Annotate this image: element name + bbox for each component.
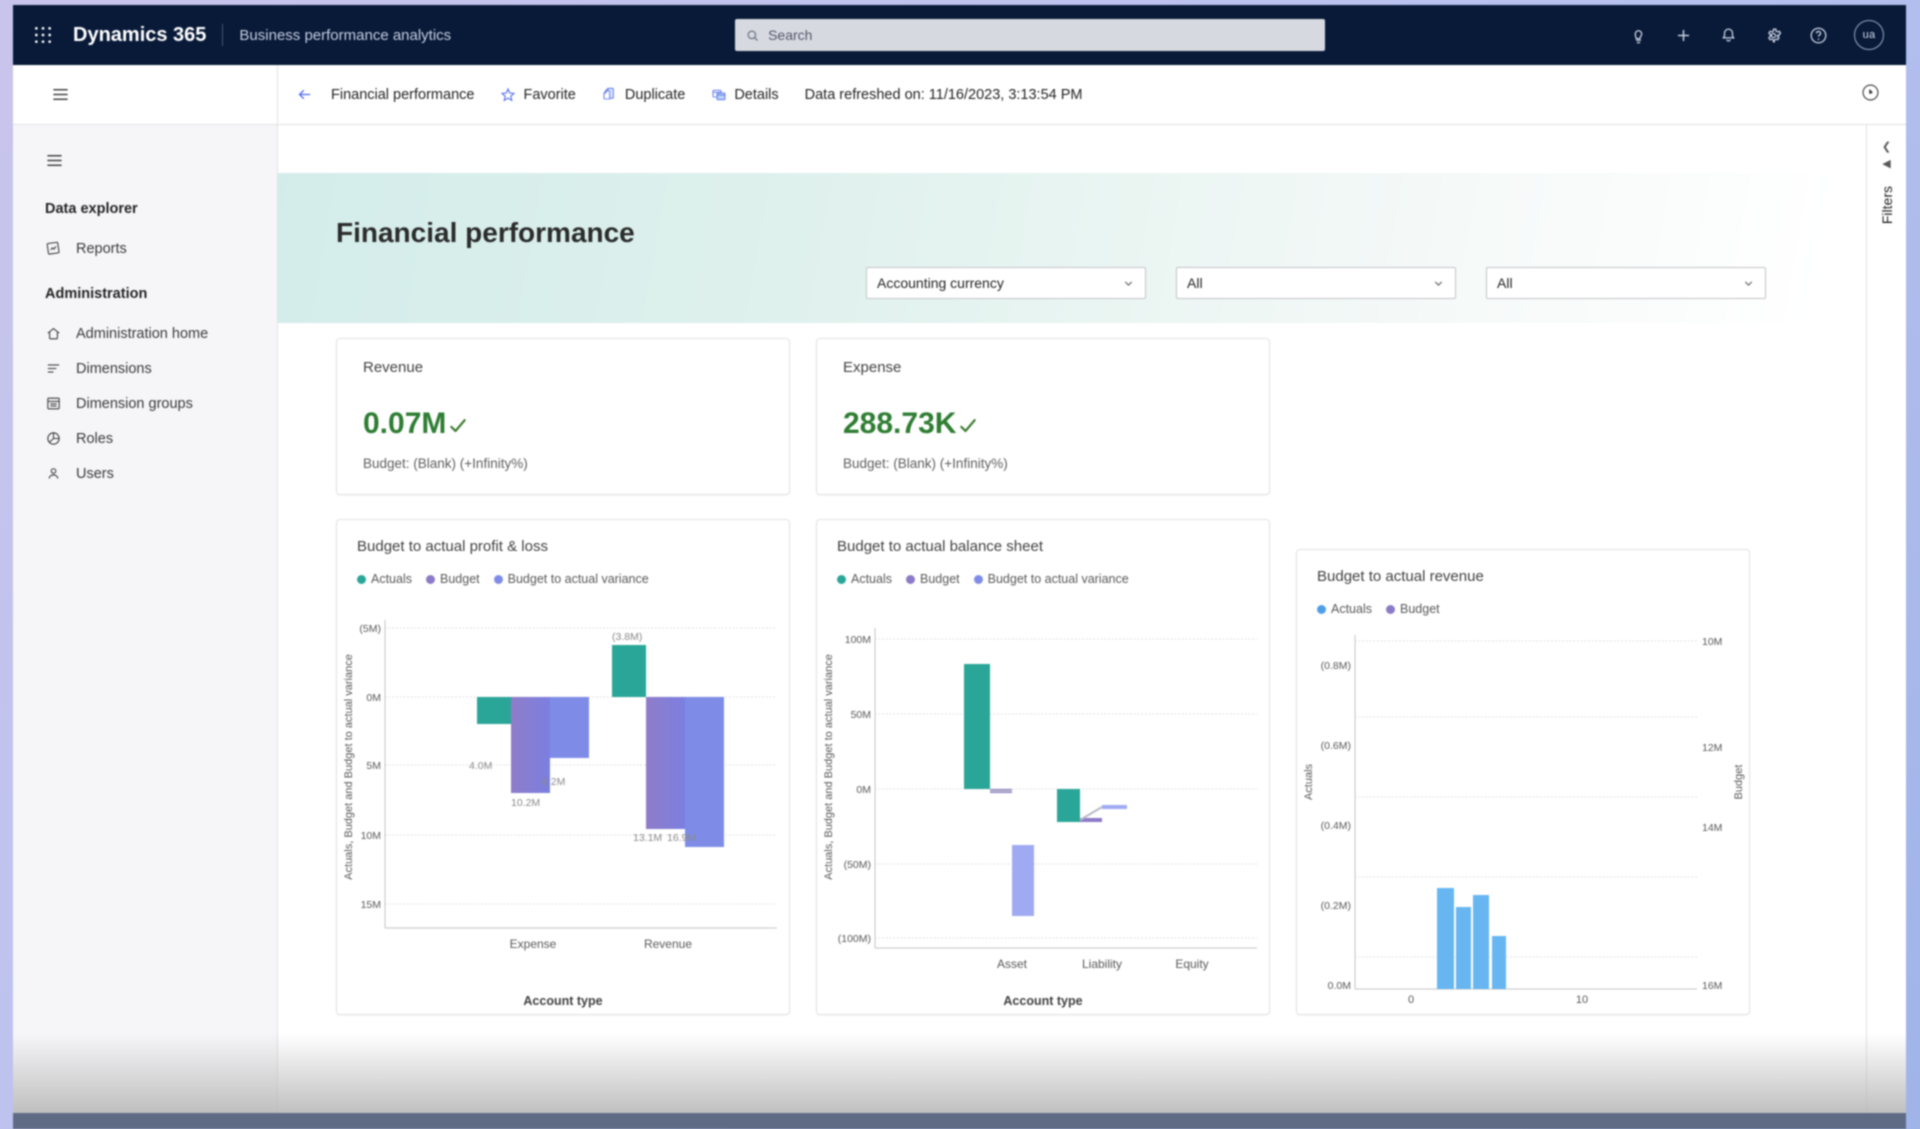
- svg-text:Revenue: Revenue: [644, 937, 692, 951]
- svg-text:0M: 0M: [856, 784, 871, 796]
- svg-text:4.0M: 4.0M: [469, 760, 492, 772]
- svg-text:10M: 10M: [1702, 636, 1722, 648]
- svg-text:0: 0: [1408, 994, 1414, 1006]
- svg-text:(0.8M): (0.8M): [1321, 660, 1351, 672]
- svg-text:(100M): (100M): [838, 933, 871, 945]
- svg-text:50M: 50M: [851, 709, 871, 721]
- svg-text:5M: 5M: [366, 760, 381, 772]
- svg-text:10M: 10M: [361, 830, 381, 842]
- svg-text:Liability: Liability: [1082, 957, 1122, 971]
- svg-text:13.1M: 13.1M: [633, 832, 662, 844]
- svg-text:10.2M: 10.2M: [511, 797, 540, 809]
- svg-text:(5M): (5M): [359, 623, 381, 635]
- svg-text:(0.2M): (0.2M): [1321, 900, 1351, 912]
- svg-text:(0.6M): (0.6M): [1321, 740, 1351, 752]
- svg-text:Expense: Expense: [510, 937, 557, 951]
- svg-text:16M: 16M: [1702, 980, 1722, 992]
- svg-text:(50M): (50M): [844, 859, 871, 871]
- svg-text:(3.8M): (3.8M): [612, 631, 642, 643]
- svg-text:Equity: Equity: [1175, 957, 1208, 971]
- svg-text:0M: 0M: [366, 692, 381, 704]
- svg-text:12M: 12M: [1702, 742, 1722, 754]
- svg-text:15M: 15M: [361, 899, 381, 911]
- svg-text:100M: 100M: [845, 634, 871, 646]
- svg-text:Asset: Asset: [997, 957, 1028, 971]
- svg-text:10: 10: [1576, 994, 1588, 1006]
- svg-text:0.0M: 0.0M: [1328, 980, 1351, 992]
- svg-text:14M: 14M: [1702, 822, 1722, 834]
- svg-text:16.9M: 16.9M: [667, 832, 696, 844]
- svg-text:(0.4M): (0.4M): [1321, 820, 1351, 832]
- svg-text:6.2M: 6.2M: [542, 776, 565, 788]
